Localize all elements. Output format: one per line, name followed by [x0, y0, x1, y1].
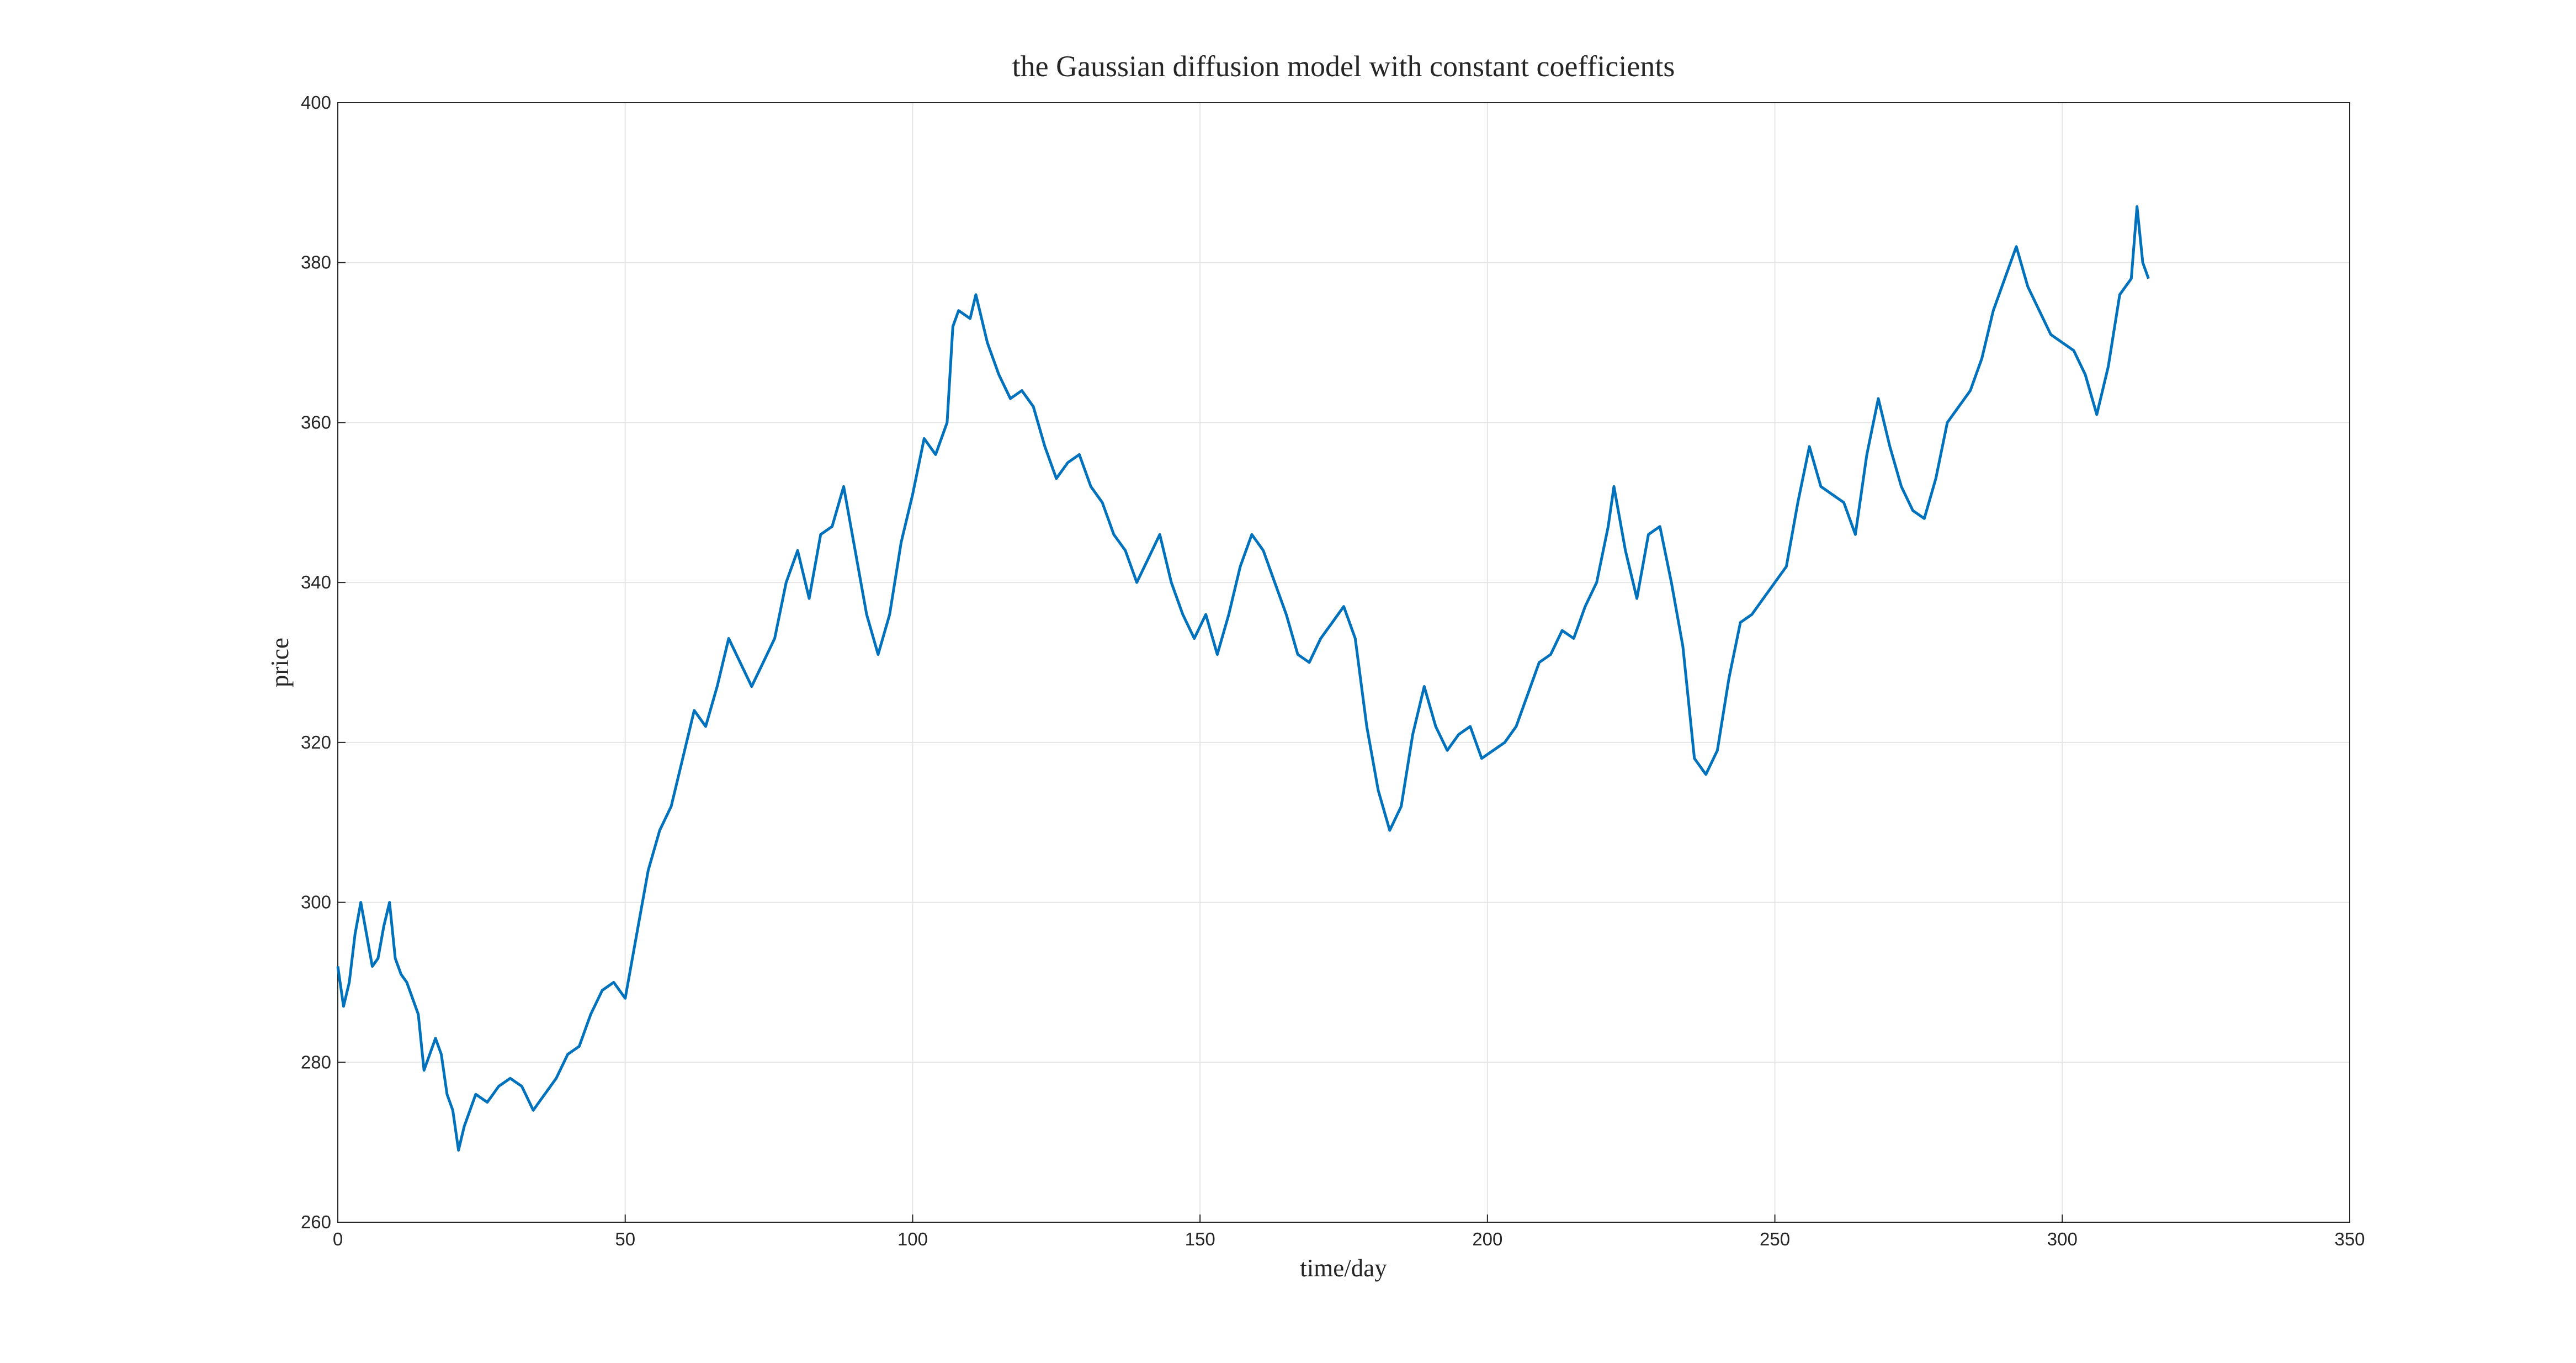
x-tick-label: 150	[1185, 1229, 1215, 1249]
y-axis-label: price	[266, 638, 294, 687]
axes-box	[337, 102, 2350, 1223]
chart-title: the Gaussian diffusion model with consta…	[1012, 50, 1675, 83]
x-tick-label: 50	[615, 1229, 635, 1249]
y-tick-label: 400	[301, 92, 331, 113]
x-tick-label: 100	[897, 1229, 928, 1249]
x-tick-label: 250	[1760, 1229, 1790, 1249]
x-tick-label: 0	[333, 1229, 343, 1249]
y-tick-label: 360	[301, 412, 331, 432]
x-tick-label: 300	[2047, 1229, 2078, 1249]
y-tick-label: 260	[301, 1212, 331, 1232]
y-tick-label: 320	[301, 732, 331, 752]
x-axis-label: time/day	[1300, 1254, 1387, 1282]
y-tick-label: 300	[301, 892, 331, 913]
x-tick-label: 350	[2334, 1229, 2365, 1249]
y-tick-label: 340	[301, 572, 331, 592]
price-line	[336, 205, 2150, 1152]
y-tick-label: 280	[301, 1052, 331, 1072]
x-tick-label: 200	[1472, 1229, 1502, 1249]
y-tick-label: 380	[301, 252, 331, 273]
